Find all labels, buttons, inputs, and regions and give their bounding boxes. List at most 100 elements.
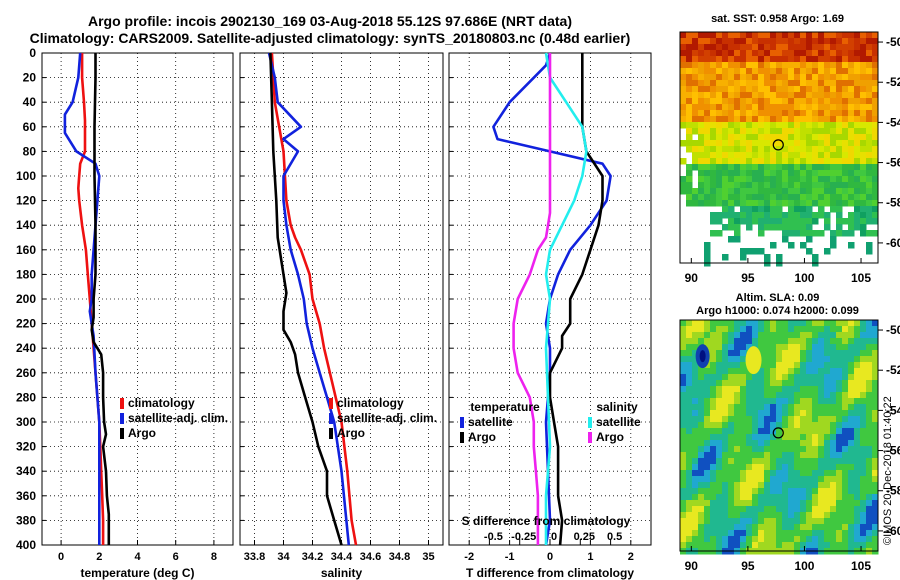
map-cell	[728, 392, 735, 399]
map-cell	[740, 62, 747, 69]
map-cell	[776, 212, 783, 219]
map-cell	[716, 344, 723, 351]
map-cell	[830, 230, 837, 237]
map-cell	[716, 512, 723, 519]
map-cell	[842, 62, 849, 69]
map-cell	[764, 320, 771, 327]
map-cell	[746, 446, 753, 453]
map-cell	[848, 242, 855, 249]
map-cell	[764, 74, 771, 81]
map-cell	[734, 236, 741, 243]
map-cell	[836, 50, 843, 57]
map-cell	[752, 446, 759, 453]
map-cell	[836, 152, 843, 159]
map-cell	[776, 506, 783, 513]
map-cell	[728, 404, 735, 411]
map-cell	[782, 158, 789, 165]
depth-tick-label: 260	[16, 366, 36, 380]
argo-location-marker	[772, 427, 784, 439]
map-cell	[848, 380, 855, 387]
map-cell	[746, 140, 753, 147]
map-cell	[698, 68, 705, 75]
map-cell	[704, 332, 711, 339]
map-cell	[716, 50, 723, 57]
map-cell	[734, 224, 741, 231]
map-cell	[860, 164, 867, 171]
map-cell	[728, 368, 735, 375]
map-cell	[812, 386, 819, 393]
map-cell	[782, 92, 789, 99]
map-cell	[872, 188, 879, 195]
map-cell	[788, 92, 795, 99]
map-cell	[818, 212, 825, 219]
map-cell	[698, 374, 705, 381]
map-cell	[860, 74, 867, 81]
map-cell	[806, 92, 813, 99]
map-cell	[824, 224, 831, 231]
map-cell	[788, 326, 795, 333]
map-cell	[806, 386, 813, 393]
map-cell	[686, 356, 693, 363]
map-cell	[716, 86, 723, 93]
map-cell	[746, 332, 753, 339]
map-cell	[776, 182, 783, 189]
map-cell	[740, 344, 747, 351]
map-cell	[872, 50, 879, 57]
map-cell	[734, 350, 741, 357]
map-cell	[830, 86, 837, 93]
map-cell	[854, 428, 861, 435]
map-cell	[848, 98, 855, 105]
map-cell	[854, 446, 861, 453]
map-cell	[770, 440, 777, 447]
map-cell	[842, 92, 849, 99]
map-cell	[728, 470, 735, 477]
map-cell	[788, 446, 795, 453]
map-cell	[842, 530, 849, 537]
map-cell	[788, 182, 795, 189]
map-cell	[854, 398, 861, 405]
map-cell	[824, 182, 831, 189]
map-cell	[830, 392, 837, 399]
map-cell	[776, 380, 783, 387]
map-cell	[776, 392, 783, 399]
map-cell	[770, 182, 777, 189]
map-cell	[746, 416, 753, 423]
map-cell	[770, 518, 777, 525]
map-cell	[758, 458, 765, 465]
map-cell	[752, 398, 759, 405]
map-cell	[842, 320, 849, 327]
map-cell	[746, 74, 753, 81]
map-cell	[854, 344, 861, 351]
map-cell	[848, 164, 855, 171]
map-cell	[692, 110, 699, 117]
map-cell	[794, 530, 801, 537]
map-cell	[842, 152, 849, 159]
map-cell	[866, 380, 873, 387]
map-cell	[770, 92, 777, 99]
map-cell	[692, 452, 699, 459]
map-cell	[734, 530, 741, 537]
map-cell	[872, 362, 879, 369]
map-cell	[692, 356, 699, 363]
map-cell	[686, 422, 693, 429]
map-cell	[842, 128, 849, 135]
map-cell	[734, 536, 741, 543]
map-cell	[776, 410, 783, 417]
map-cell	[812, 98, 819, 105]
map-cell	[782, 320, 789, 327]
argo-location-marker	[772, 139, 784, 151]
map-cell	[710, 134, 717, 141]
map-cell	[716, 62, 723, 69]
map-cell	[722, 542, 729, 549]
map-cell	[692, 80, 699, 87]
map-cell	[872, 488, 879, 495]
map-cell	[812, 152, 819, 159]
map-cell	[746, 128, 753, 135]
map-cell	[710, 86, 717, 93]
map-cell	[842, 428, 849, 435]
map-cell	[740, 248, 747, 255]
map-cell	[818, 98, 825, 105]
map-cell	[752, 116, 759, 123]
map-cell	[758, 116, 765, 123]
map-cell	[728, 464, 735, 471]
